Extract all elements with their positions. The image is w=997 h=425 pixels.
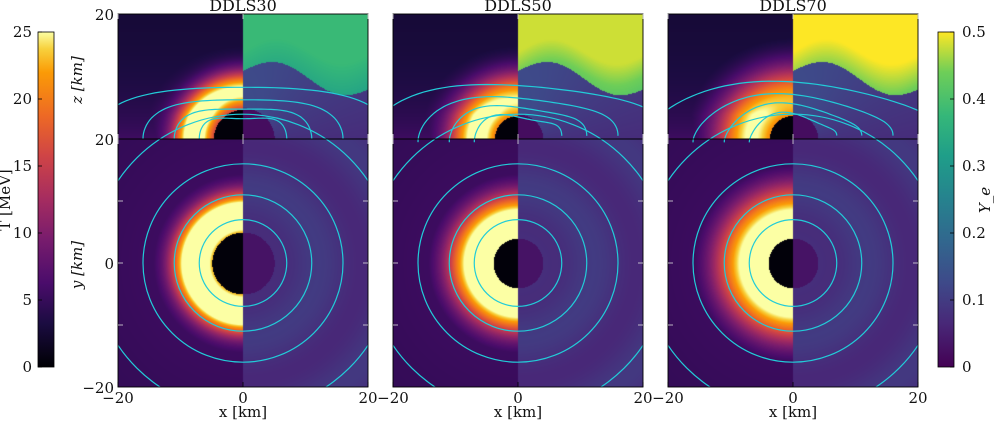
temperature-colorbar-bar bbox=[37, 31, 55, 368]
contour-arc bbox=[173, 108, 313, 140]
panel-ddls70: DDLS70 −20 0 20 x [km] bbox=[652, 0, 927, 421]
bottom-y-tick-label: 0 bbox=[104, 255, 114, 273]
contours bbox=[393, 83, 643, 387]
panel-heatmap bbox=[393, 14, 643, 387]
colorbar-tick-label: 25 bbox=[13, 23, 32, 41]
x-tick-label: −20 bbox=[652, 389, 684, 407]
contour-arc bbox=[118, 86, 368, 106]
top-y-axis-label: z [km] bbox=[68, 56, 86, 105]
colorbar-tick-label: 10 bbox=[13, 224, 32, 242]
panel-title: DDLS70 bbox=[759, 0, 827, 15]
x-tick-label: 0 bbox=[513, 389, 523, 407]
x-tick-label: −20 bbox=[377, 389, 409, 407]
panel-title: DDLS50 bbox=[484, 0, 552, 15]
contour-circle bbox=[393, 113, 643, 387]
panel-title: DDLS30 bbox=[209, 0, 277, 15]
colorbar-tick-label: 5 bbox=[22, 291, 32, 309]
colorbar-tick-label: 0.3 bbox=[962, 157, 986, 175]
contour-circle bbox=[668, 113, 918, 387]
ye-colorbar-label: Y_e bbox=[976, 187, 994, 213]
contour-arc bbox=[417, 96, 619, 143]
top-y-tick-label: 20 bbox=[95, 6, 114, 24]
temperature-colorbar: 0 5 10 15 20 25 T [MeV] bbox=[0, 23, 55, 376]
x-axis-label: x [km] bbox=[769, 403, 817, 421]
contours bbox=[118, 86, 368, 387]
panel-ddls30: DDLS30 −20 0 20 x [km] 20 20 0 −20 bbox=[82, 0, 377, 421]
contour-arc bbox=[393, 83, 643, 108]
ye-colorbar-label-text: Y_e bbox=[976, 187, 994, 213]
contour-circle bbox=[448, 194, 588, 332]
colorbar-tick-label: 0 bbox=[962, 358, 972, 376]
contour-circle bbox=[142, 163, 344, 363]
colorbar-tick-label: 0.1 bbox=[962, 291, 986, 309]
colorbar-tick-label: 20 bbox=[13, 90, 32, 108]
contour-circle bbox=[118, 113, 368, 387]
temperature-colorbar-label: T [MeV] bbox=[0, 169, 14, 231]
x-tick-label: 0 bbox=[788, 389, 798, 407]
contour-arc bbox=[142, 99, 344, 140]
contour-circle bbox=[692, 163, 894, 363]
bottom-y-axis-label: y [km] bbox=[68, 241, 86, 290]
contour-arc bbox=[723, 102, 863, 143]
contour-circle bbox=[173, 194, 313, 332]
colorbar-tick-label: 0.4 bbox=[962, 90, 986, 108]
contour-arc bbox=[448, 104, 588, 143]
contour-arc bbox=[748, 111, 838, 143]
panel-heatmap bbox=[118, 14, 368, 387]
contour-circle bbox=[748, 219, 838, 308]
contours bbox=[668, 80, 918, 387]
contour-circle bbox=[723, 194, 863, 332]
ye-colorbar-ticks: 0 0.1 0.2 0.3 0.4 0.5 bbox=[950, 23, 986, 376]
x-tick-label: 20 bbox=[908, 389, 927, 407]
x-tick-label: 0 bbox=[238, 389, 248, 407]
contour-arc bbox=[473, 114, 563, 143]
panel-ddls50: DDLS50 −20 0 20 x [km] bbox=[377, 0, 652, 421]
x-tick-label: 20 bbox=[633, 389, 652, 407]
x-tick-label: −20 bbox=[102, 389, 134, 407]
contour-arc bbox=[692, 92, 894, 143]
contour-arc bbox=[198, 117, 288, 140]
colorbar-tick-label: 15 bbox=[13, 157, 32, 175]
panel-heatmap bbox=[668, 14, 918, 387]
colorbar-tick-label: 0.5 bbox=[962, 23, 986, 41]
panels: DDLS30 −20 0 20 x [km] 20 20 0 −20 DDLS50 −20 0 20 x … bbox=[82, 0, 927, 421]
x-tick-label: 20 bbox=[358, 389, 377, 407]
ye-colorbar: 0 0.1 0.2 0.3 0.4 0.5 Y_e bbox=[937, 23, 994, 376]
contour-circle bbox=[417, 163, 619, 363]
x-axis-label: x [km] bbox=[219, 403, 267, 421]
contour-circle bbox=[198, 219, 288, 308]
contour-circle bbox=[473, 219, 563, 308]
bottom-y-tick-label: −20 bbox=[82, 379, 114, 397]
x-axis-label: x [km] bbox=[494, 403, 542, 421]
colorbar-tick-label: 0.2 bbox=[962, 224, 986, 242]
temperature-colorbar-ticks: 0 5 10 15 20 25 bbox=[13, 23, 42, 376]
bottom-y-tick-label: 20 bbox=[95, 131, 114, 149]
contour-arc bbox=[668, 80, 918, 112]
colorbar-tick-label: 0 bbox=[22, 358, 32, 376]
ye-colorbar-bar bbox=[937, 31, 955, 368]
